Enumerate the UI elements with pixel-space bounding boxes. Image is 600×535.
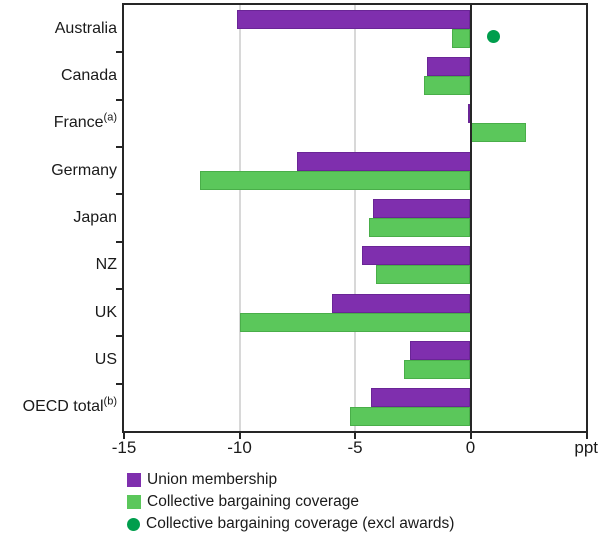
y-axis-tick <box>116 51 122 54</box>
y-axis-tick <box>116 240 122 243</box>
bar-collective-bargaining-us <box>403 360 471 379</box>
y-axis-tick <box>116 288 122 290</box>
category-label-us: US <box>94 351 117 368</box>
bar-union-membership-uk <box>331 293 471 313</box>
legend-label: Collective bargaining coverage (excl awa… <box>146 515 455 532</box>
point-collective-bargaining-excl-awards-australia <box>487 29 501 43</box>
y-axis-tick <box>116 146 122 148</box>
x-axis-tick-0 <box>469 433 472 439</box>
collective-bargaining-excl-awards-dot-icon <box>127 517 140 531</box>
x-axis-tick--5 <box>354 433 356 439</box>
union-membership-swatch-icon <box>127 473 141 487</box>
bar-union-membership-japan <box>373 199 471 218</box>
bar-union-membership-australia <box>237 9 471 29</box>
category-label-japan: Japan <box>73 209 117 226</box>
legend: Union membership Collective bargaining c… <box>127 469 454 535</box>
legend-item-collective-bargaining-excl-awards: Collective bargaining coverage (excl awa… <box>127 513 454 535</box>
x-axis-label--5: -5 <box>347 438 363 457</box>
bar-union-membership-canada <box>426 57 471 76</box>
category-label-canada: Canada <box>60 67 117 84</box>
zero-axis-line <box>469 5 472 431</box>
y-axis-tick <box>116 98 122 101</box>
bar-collective-bargaining-oecd-total <box>350 407 471 427</box>
category-label-germany: Germany <box>51 161 117 179</box>
collective-bargaining-swatch-icon <box>127 495 141 509</box>
category-label-oecd-total: OECD total(b) <box>22 396 117 416</box>
bar-collective-bargaining-japan <box>368 218 471 237</box>
x-axis-label--10: -10 <box>227 438 252 457</box>
x-axis-label-0: 0 <box>465 438 476 457</box>
bar-union-membership-oecd-total <box>371 388 471 408</box>
gridline--10 <box>238 5 241 431</box>
category-label-nz: NZ <box>95 256 117 274</box>
y-axis-tick <box>116 382 122 385</box>
category-label-france: France(a) <box>53 112 117 132</box>
bar-collective-bargaining-australia <box>452 28 471 48</box>
bar-union-membership-us <box>410 341 471 360</box>
bar-collective-bargaining-germany <box>200 170 471 190</box>
bar-collective-bargaining-canada <box>424 76 471 95</box>
category-label-uk: UK <box>94 303 117 321</box>
x-axis-tick--15 <box>123 433 125 439</box>
y-axis-tick <box>116 193 122 196</box>
x-axis-tick-right-edge <box>586 433 588 439</box>
x-axis-tick--10 <box>238 433 241 439</box>
bar-collective-bargaining-nz <box>375 265 471 285</box>
category-label-australia: Australia <box>54 19 117 37</box>
legend-label: Union membership <box>147 471 278 488</box>
y-axis-tick <box>116 335 122 338</box>
gridline--5 <box>354 5 356 431</box>
x-axis-unit-label: ppt <box>574 438 598 457</box>
legend-label: Collective bargaining coverage <box>147 493 359 510</box>
plot-area <box>122 3 588 433</box>
x-axis-label--15: -15 <box>111 438 137 457</box>
bar-union-membership-nz <box>361 246 471 266</box>
legend-item-collective-bargaining: Collective bargaining coverage <box>127 491 454 513</box>
legend-item-union-membership: Union membership <box>127 469 454 491</box>
bar-union-membership-germany <box>297 151 471 171</box>
bar-collective-bargaining-uk <box>239 312 471 332</box>
bar-collective-bargaining-france <box>470 123 526 143</box>
